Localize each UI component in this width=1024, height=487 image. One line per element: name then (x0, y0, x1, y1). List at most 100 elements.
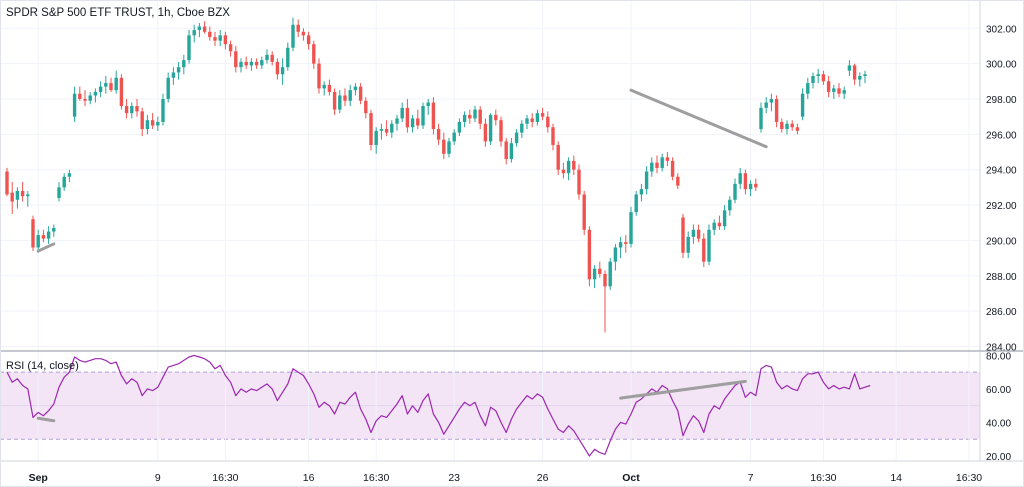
rsi-trendline (619, 379, 747, 400)
candle-body (696, 229, 701, 239)
price-tick-label: 290.00 (986, 236, 1017, 247)
candle-down (83, 90, 87, 107)
candle-up (353, 83, 358, 96)
candle-down (587, 226, 592, 287)
rsi-tick-label: 80.00 (986, 351, 1011, 362)
candle-down (364, 97, 368, 119)
candle-down (306, 31, 311, 50)
candle-down (301, 28, 306, 41)
rsi-trendline (36, 416, 56, 423)
trendlines[interactable] (36, 88, 768, 423)
candle-body (457, 121, 462, 133)
candle-body (577, 169, 581, 195)
candle-body (743, 173, 748, 190)
time-tick-label: 7 (748, 472, 754, 484)
rsi-legend-label[interactable]: RSI (14, close) (6, 360, 79, 372)
candle-up (514, 129, 519, 147)
candle-up (759, 102, 763, 133)
time-tick-label: 16:30 (810, 472, 836, 484)
candle-down (717, 215, 722, 230)
candle-body (426, 102, 430, 107)
candle-body (738, 173, 742, 184)
candle-down (343, 88, 347, 107)
rsi-tick-label: 60.00 (986, 385, 1011, 396)
candle-up (863, 70, 867, 84)
candle-body (618, 242, 623, 248)
candle-body (166, 77, 170, 99)
candle-down (780, 118, 784, 133)
candle-body (275, 61, 280, 75)
candle-up (566, 157, 571, 181)
candle-body (847, 65, 852, 71)
candle-down (384, 120, 389, 137)
candle-body (171, 72, 176, 78)
candle-body (462, 114, 467, 122)
candle-up (322, 81, 326, 96)
candle-body (364, 100, 368, 114)
candle-body (41, 235, 46, 239)
candle-body (202, 26, 207, 32)
price-tick-label: 286.00 (986, 307, 1017, 318)
candle-down (124, 98, 129, 119)
time-tick-label: Oct (622, 472, 640, 484)
candle-body (135, 106, 139, 112)
candle-up (618, 236, 623, 259)
candle-body (728, 199, 732, 211)
candle-up (592, 265, 597, 289)
candle-body (260, 60, 264, 66)
candle-body (598, 268, 602, 274)
candle-body (837, 88, 841, 94)
candle-body (535, 113, 540, 122)
candle-body (551, 127, 555, 145)
rsi-axis[interactable]: 80.00 60.00 40.00 20.00 (986, 351, 1011, 463)
candle-body (592, 268, 597, 280)
candle-body (494, 114, 498, 121)
candle-up (145, 114, 150, 135)
candle-body (468, 114, 472, 119)
candle-up (608, 258, 612, 290)
candle-body (644, 171, 649, 190)
candle-up (182, 54, 186, 75)
candle-up (722, 205, 727, 230)
candle-body (400, 107, 404, 119)
candle-down (676, 173, 680, 190)
candle-body (249, 61, 254, 66)
candle-down (837, 83, 841, 98)
candle-body (234, 51, 238, 68)
candle-body (124, 106, 129, 114)
candle-body (566, 160, 571, 174)
candle-body (670, 160, 675, 177)
candle-body (624, 242, 628, 244)
time-axis[interactable]: Sep 9 16:30 16 16:30 23 26 Oct 7 16:30 14 16:30 (29, 472, 983, 484)
price-axis[interactable]: 302.00 300.00 298.00 296.00 294.00 292.00 290.… (986, 24, 1017, 353)
time-tick-label: Sep (29, 472, 48, 484)
candle-body (613, 247, 618, 262)
candle-down (436, 123, 441, 145)
candle-up (57, 182, 61, 202)
candle-down (317, 58, 321, 94)
candle-up (748, 180, 753, 197)
candle-up (712, 219, 716, 236)
candle-up (260, 56, 264, 69)
candle-down (696, 224, 701, 243)
candle-body (504, 141, 508, 160)
candle-body (442, 139, 446, 154)
candle-body (790, 123, 794, 128)
candle-up (72, 86, 77, 122)
candle-body (509, 143, 514, 160)
candle-down (202, 21, 207, 34)
candle-body (218, 35, 222, 41)
candle-up (374, 127, 378, 154)
chart-title[interactable]: SPDR S&P 500 ETF TRUST, 1h, Cboe BZX (6, 7, 230, 19)
candle-up (525, 114, 529, 130)
candle-up (520, 120, 524, 138)
candle-up (286, 42, 290, 71)
candle-body (525, 118, 529, 124)
candle-body (410, 118, 415, 128)
candle-down (254, 58, 259, 69)
time-tick-label: 14 (890, 472, 902, 484)
candle-body (332, 91, 337, 110)
candle-up (535, 109, 540, 126)
candle-up (613, 243, 618, 271)
